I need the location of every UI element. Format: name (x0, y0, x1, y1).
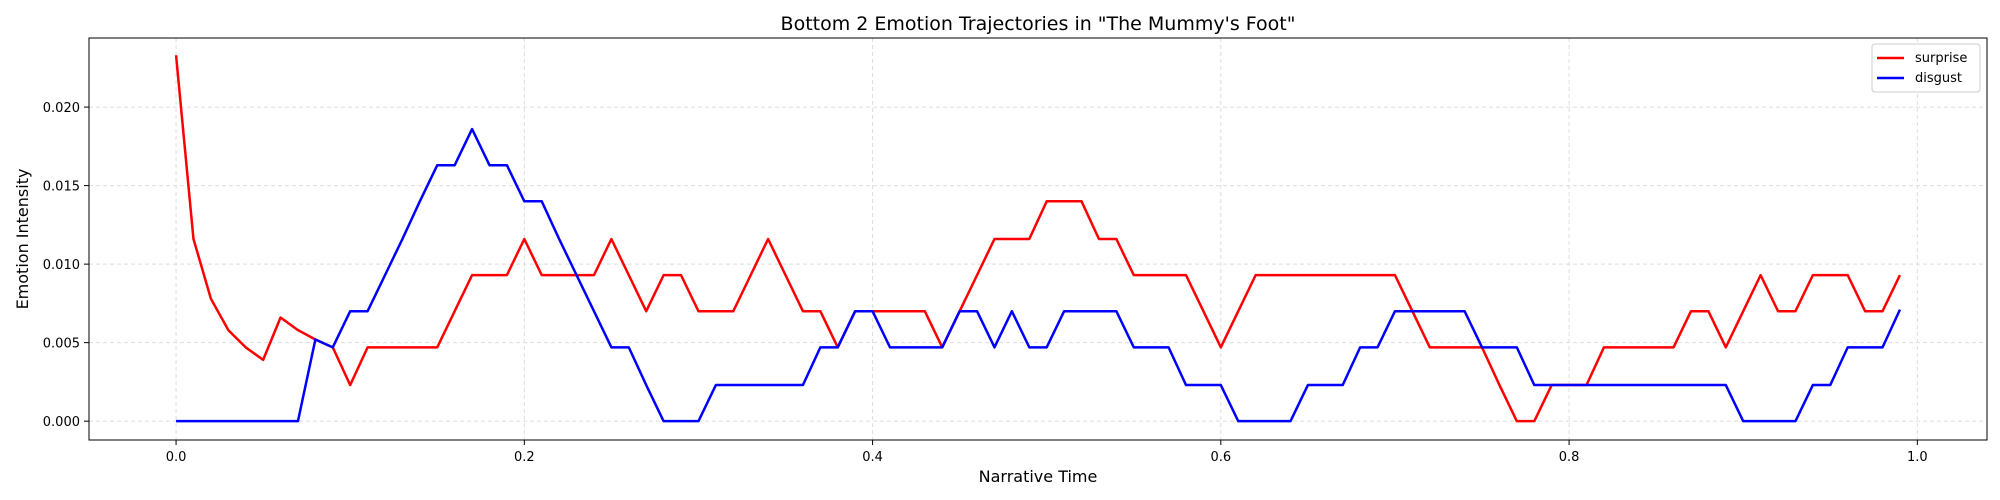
plot-frame (88, 37, 1988, 441)
x-tick-label: 0.6 (1210, 450, 1231, 465)
x-tick-label: 0.0 (166, 450, 187, 465)
y-axis-label: Emotion Intensity (13, 169, 32, 310)
x-tick-label: 0.8 (1559, 450, 1580, 465)
x-tick-label: 1.0 (1907, 450, 1928, 465)
y-tick-label: 0.015 (43, 180, 80, 195)
chart-title: Bottom 2 Emotion Trajectories in "The Mu… (781, 13, 1296, 35)
series-layer (174, 55, 1902, 423)
legend-label-disgust: disgust (1915, 71, 1962, 86)
legend: surprise disgust (1871, 43, 1981, 93)
y-tick-label: 0.010 (43, 258, 80, 273)
series-line-surprise (174, 55, 1902, 423)
x-tick-label: 0.4 (862, 450, 883, 465)
x-tick-label: 0.2 (514, 450, 535, 465)
y-tick-label: 0.005 (43, 337, 80, 352)
legend-box (1871, 43, 1981, 93)
y-tick-label: 0.000 (43, 415, 80, 430)
x-axis-label: Narrative Time (979, 467, 1098, 486)
series-line-disgust (176, 127, 1902, 423)
grid-lines (89, 38, 1987, 440)
legend-label-surprise: surprise (1915, 51, 1967, 66)
y-axis: 0.000 0.005 0.010 0.015 0.020 (43, 101, 89, 430)
y-tick-label: 0.020 (43, 101, 80, 116)
x-axis: 0.0 0.2 0.4 0.6 0.8 1.0 (166, 440, 1928, 465)
